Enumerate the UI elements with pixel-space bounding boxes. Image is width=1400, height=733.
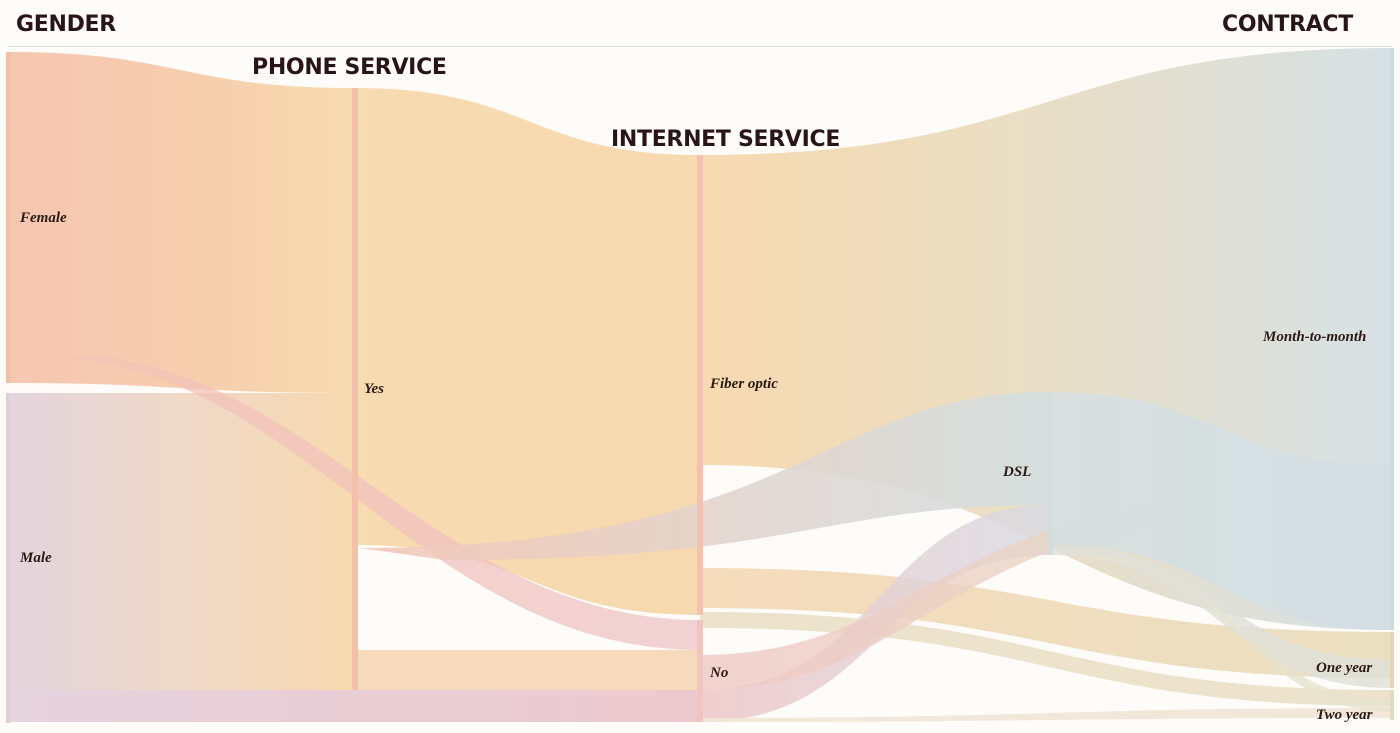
flow-dsl-to-one-year: [1050, 545, 1392, 688]
node-label-male: Male: [20, 550, 52, 566]
node-label-dsl: DSL: [1003, 464, 1032, 480]
gender-column-title: GENDER: [16, 12, 116, 37]
node-bar-one-year: [1390, 632, 1394, 688]
flow-female-to-yes: [8, 52, 355, 393]
node-bar-two-year: [1390, 690, 1394, 720]
node-bar-fiber-optic: [697, 155, 703, 615]
node-bar-female: [6, 52, 10, 383]
flow-yes-to-no: [355, 650, 700, 690]
node-bar-male: [6, 393, 10, 723]
node-label-one-year: One year: [1316, 660, 1373, 676]
node-label-internet-no: No: [710, 665, 729, 681]
flow-fiber-to-dsl: [360, 392, 1050, 560]
node-bar-dsl: [1047, 392, 1053, 555]
internet-service-column-title: INTERNET SERVICE: [611, 127, 841, 152]
phone-service-column-title: PHONE SERVICE: [252, 55, 447, 80]
node-label-month-to-month: Month-to-month: [1263, 329, 1367, 345]
header-divider: [8, 46, 1392, 47]
node-label-female: Female: [20, 210, 67, 226]
flow-yes-to-fiber: [355, 88, 700, 615]
node-bar-internet-no: [697, 620, 703, 722]
node-label-two-year: Two year: [1316, 707, 1373, 723]
flow-male-to-no: [8, 690, 700, 722]
flow-fiber-to-one-year: [700, 568, 1392, 678]
flow-no-to-month: [700, 505, 1180, 690]
flow-no-to-two-year: [700, 708, 1392, 722]
node-label-phone-yes: Yes: [364, 381, 384, 397]
contract-column-title: CONTRACT: [1222, 12, 1353, 37]
node-bar-month-to-month: [1390, 48, 1394, 630]
flow-female-crossing: [40, 357, 700, 650]
flow-dsl-to-month: [1050, 392, 1392, 630]
node-label-fiber-optic: Fiber optic: [710, 376, 778, 392]
node-bar-phone-yes: [352, 88, 358, 690]
flow-male-to-yes: [8, 393, 355, 690]
